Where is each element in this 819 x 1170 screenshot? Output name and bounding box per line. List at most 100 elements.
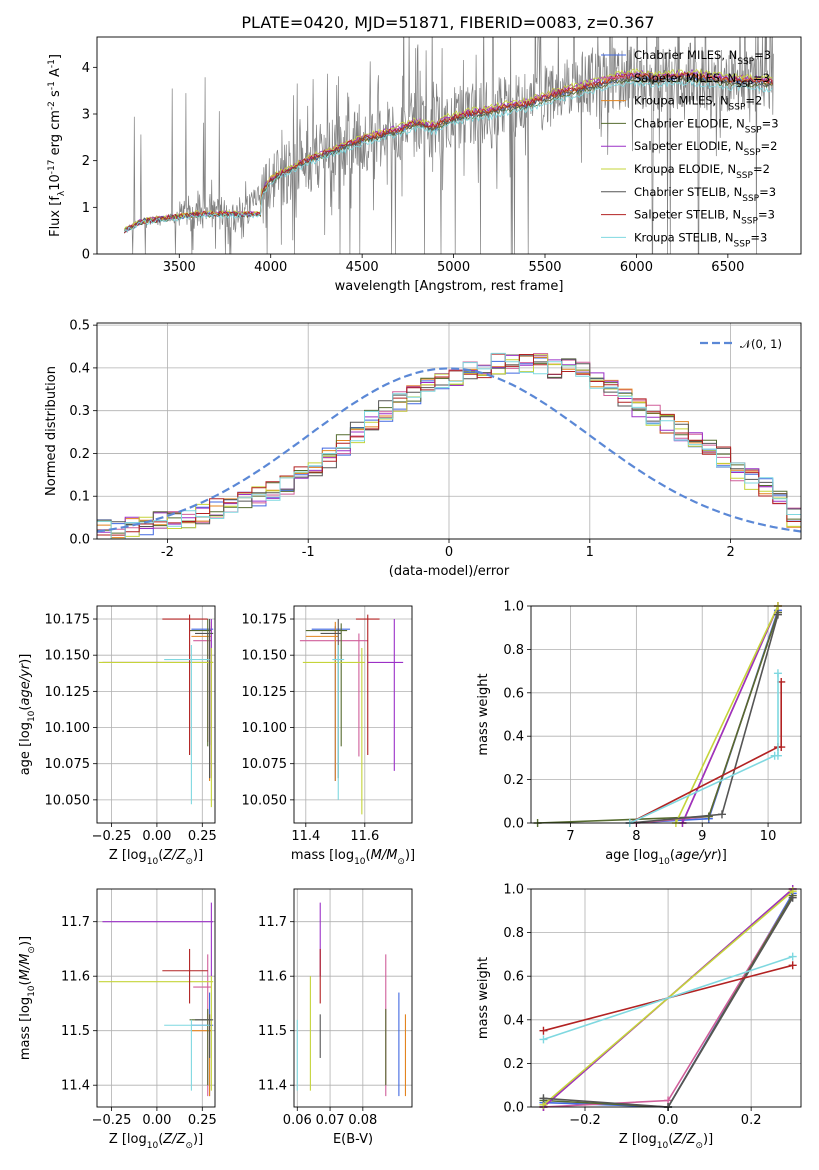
y-tick-label: 0.2 xyxy=(503,1057,524,1072)
x-axis-label: E(B-V) xyxy=(333,1132,373,1147)
y-tick-label: 10.050 xyxy=(45,793,91,808)
axes-age_vs_Z xyxy=(97,606,215,823)
x-tick-label: 0 xyxy=(445,545,453,560)
weight-marker xyxy=(773,610,782,619)
y-tick-label: 11.6 xyxy=(258,970,287,985)
y-tick-label: 11.4 xyxy=(61,1079,90,1094)
y-tick-label: 10.175 xyxy=(242,613,288,628)
weight-line-7 xyxy=(629,682,782,824)
axes-residuals xyxy=(97,323,801,540)
x-tick-label: 0.07 xyxy=(316,1113,345,1128)
weight-line-8 xyxy=(543,955,793,1041)
x-tick-label: 10 xyxy=(760,829,777,844)
legend-entry: Chabrier ELODIE, NSSP=3 xyxy=(634,116,779,135)
y-tick-label: 1 xyxy=(82,201,90,216)
y-tick-label: 11.7 xyxy=(258,915,287,930)
weights-weight_vs_age xyxy=(533,602,786,827)
axes-frame xyxy=(530,605,802,824)
weight-line-1 xyxy=(636,612,779,824)
y-tick-label: 10.125 xyxy=(242,685,288,700)
x-axis-label: Z [log10(Z/Z⊙)] xyxy=(109,848,203,867)
gaussian-curve xyxy=(97,367,801,533)
y-tick-label: 2 xyxy=(82,154,90,169)
y-tick-label: 0.1 xyxy=(69,490,90,505)
y-tick-label: 10.075 xyxy=(45,757,91,772)
y-tick-label: 0.6 xyxy=(503,686,524,701)
histogram-7 xyxy=(97,353,801,536)
frame-spectrum: 3500 4000 4500 5000 5500 6000 6500 0 1 2 3 4 xyxy=(82,36,802,275)
weight-line-0 xyxy=(629,610,779,824)
x-tick-label: 1 xyxy=(586,545,594,560)
y-tick-label: 0.2 xyxy=(503,773,524,788)
weight-marker xyxy=(539,1094,548,1103)
x-tick-label: 0.00 xyxy=(142,1113,171,1128)
legend-entry: Chabrier STELIB, NSSP=3 xyxy=(634,185,776,204)
y-tick-label: 3 xyxy=(82,108,90,123)
y-tick-label: 0.0 xyxy=(503,1101,524,1116)
legend-entry: Kroupa STELIB, NSSP=3 xyxy=(634,230,767,249)
y-tick-label: 10.100 xyxy=(242,721,288,736)
figure-title: PLATE=0420, MJD=51871, FIBERID=0083, z=0… xyxy=(241,13,654,32)
y-tick-label: 0.5 xyxy=(69,319,90,334)
x-tick-label: 2 xyxy=(726,545,734,560)
legend: Chabrier MILES, NSSP=3 Salpeter MILES, NS… xyxy=(601,48,779,249)
y-tick-label: 0.6 xyxy=(503,970,524,985)
y-axis-label: Flux [fλ10-17 erg cm-2 s-1 A-1] xyxy=(47,54,67,237)
weight-line-4 xyxy=(681,605,779,824)
x-tick-label: 0.0 xyxy=(658,1113,679,1128)
model-spectrum-7 xyxy=(124,71,773,234)
y-axis-label: Normed distribution xyxy=(44,366,59,496)
weight-marker xyxy=(788,961,797,970)
x-tick-label: 4500 xyxy=(346,260,379,275)
y-tick-label: 0.4 xyxy=(503,1013,524,1028)
weight-line-3 xyxy=(537,612,779,824)
y-tick-label: 11.7 xyxy=(61,915,90,930)
x-tick-label: 4000 xyxy=(254,260,287,275)
y-tick-label: 11.5 xyxy=(61,1024,90,1039)
x-tick-label: 5000 xyxy=(437,260,470,275)
weight-marker xyxy=(773,669,782,678)
weight-marker xyxy=(788,952,797,961)
x-axis-label: (data-model)/error xyxy=(389,564,510,579)
x-tick-label: 0.06 xyxy=(283,1113,312,1128)
observed-spectrum xyxy=(124,37,774,254)
weight-line-5 xyxy=(675,605,779,824)
y-tick-label: 0.3 xyxy=(69,404,90,419)
frame-residuals: -2 -1 0 1 2 0.0 0.1 0.2 0.3 0.4 0.5 xyxy=(69,319,802,560)
legend-entry: Salpeter STELIB, NSSP=3 xyxy=(634,208,775,227)
y-tick-label: 0.4 xyxy=(69,361,90,376)
y-tick-label: 10.075 xyxy=(242,757,288,772)
x-tick-label: 8 xyxy=(632,829,640,844)
x-tick-label: −0.2 xyxy=(569,1113,601,1128)
x-tick-label: 0.25 xyxy=(188,829,217,844)
y-tick-label: 0.8 xyxy=(503,926,524,941)
x-tick-label: −0.25 xyxy=(92,1113,132,1128)
legend-entry: Salpeter MILES, NSSP=3 xyxy=(634,71,770,90)
legend-entry: Salpeter ELODIE, NSSP=2 xyxy=(634,139,777,158)
legend-entry: Kroupa MILES, NSSP=2 xyxy=(634,94,762,113)
gaussian-legend-label: 𝒩(0, 1) xyxy=(740,337,782,351)
x-tick-label: 0.08 xyxy=(348,1113,377,1128)
errorbars-mass_vs_ebv xyxy=(296,902,406,1097)
y-axis-label: mass weight xyxy=(476,957,491,1039)
y-tick-label: 11.5 xyxy=(258,1024,287,1039)
x-tick-label: 6500 xyxy=(711,260,744,275)
y-tick-label: 10.150 xyxy=(242,649,288,664)
weight-marker xyxy=(717,810,726,819)
x-tick-label: 9 xyxy=(698,829,706,844)
legend-entry: Chabrier MILES, NSSP=3 xyxy=(634,48,771,67)
x-tick-label: -2 xyxy=(161,545,174,560)
y-tick-label: 0.2 xyxy=(69,447,90,462)
weight-marker xyxy=(788,893,797,902)
y-tick-label: 10.100 xyxy=(45,721,91,736)
axes-frame xyxy=(96,605,216,824)
axes-mass_vs_ebv xyxy=(294,889,412,1107)
axes-weight_vs_age xyxy=(531,605,801,824)
frame-age_vs_mass: 11.4 11.6 10.050 10.075 10.100 10.125 10.150 10… xyxy=(242,605,413,844)
spectrum-plot xyxy=(124,37,774,254)
axes-frame xyxy=(530,888,802,1108)
x-tick-label: 5500 xyxy=(528,260,561,275)
y-tick-label: 10.050 xyxy=(242,793,288,808)
x-tick-label: 0.2 xyxy=(741,1113,762,1128)
